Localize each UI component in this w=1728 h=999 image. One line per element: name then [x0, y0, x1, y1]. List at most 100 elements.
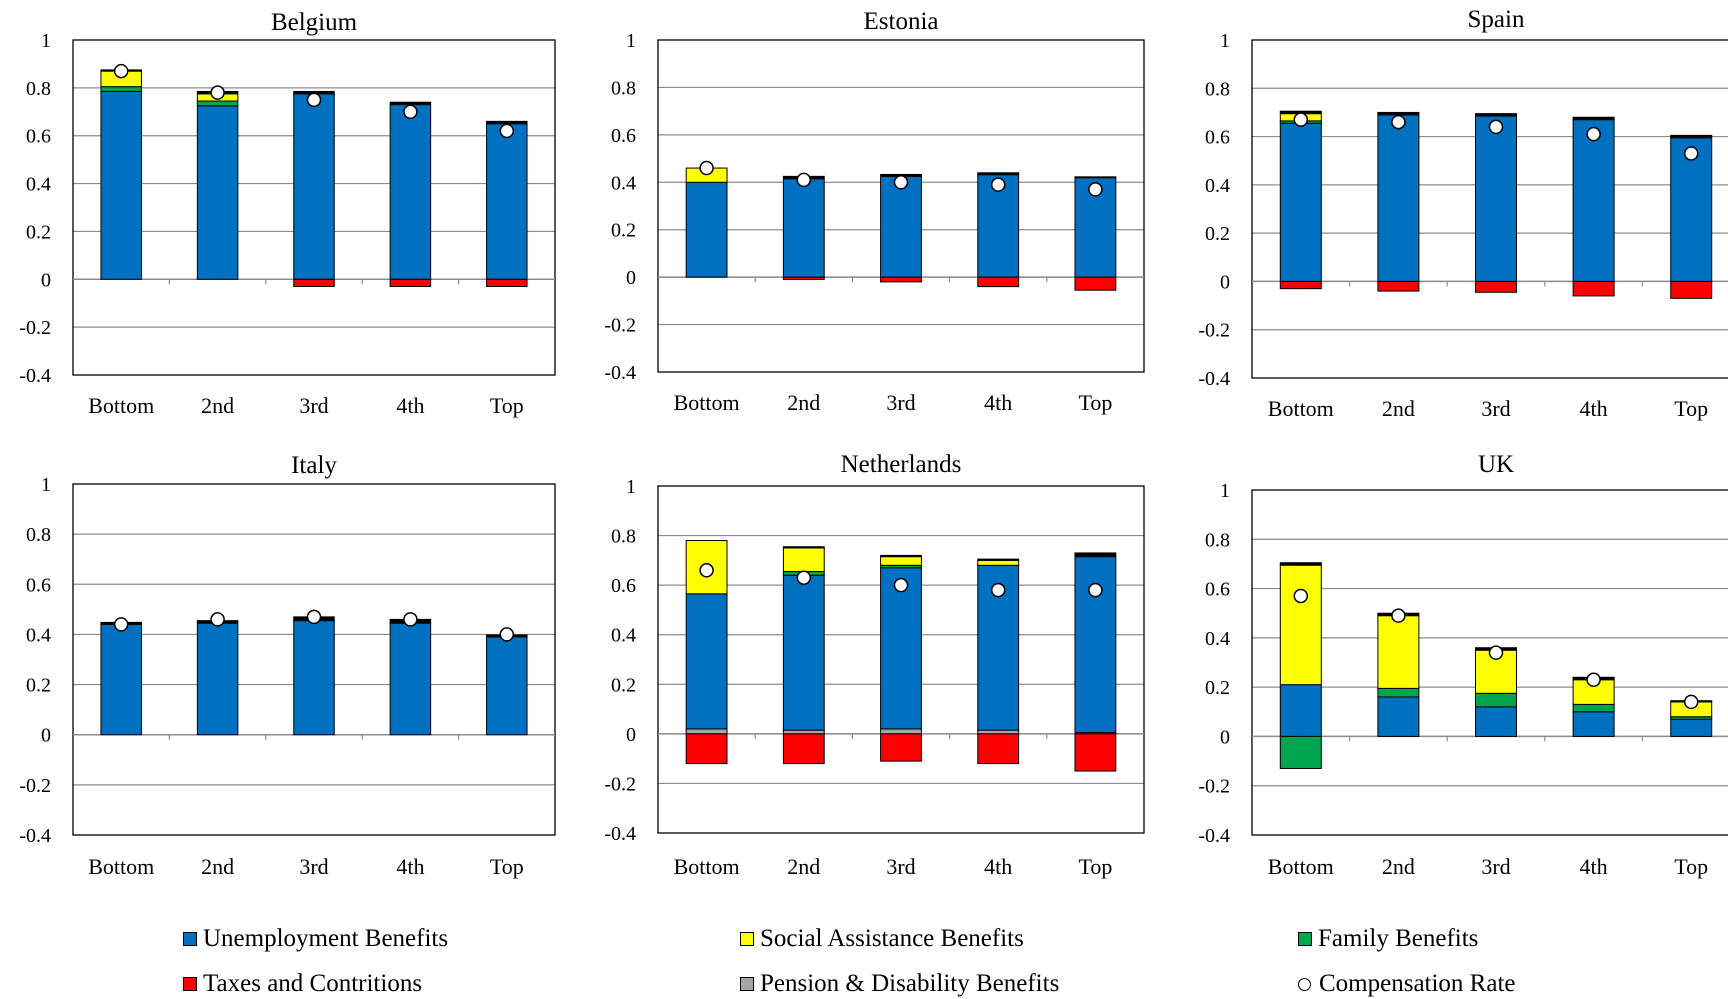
bar-segment-other — [1074, 176, 1117, 179]
x-tick-label: Top — [1674, 396, 1708, 421]
compensation-rate-point — [893, 577, 909, 593]
bar-segment-unemployment-benefits — [100, 90, 142, 280]
bar-segment-unemployment-benefits — [486, 123, 528, 280]
y-tick-label: 0.2 — [611, 674, 636, 696]
x-tick-label: 3rd — [886, 854, 915, 879]
x-tick-label: 4th — [1580, 396, 1608, 421]
y-tick-label: 0 — [1220, 271, 1230, 293]
compensation-rate-point — [1586, 672, 1601, 687]
compensation-rate-point — [210, 85, 225, 100]
compensation-rate-point — [403, 104, 418, 120]
bar-segment-pension-and-disability-benefits — [685, 728, 728, 735]
bar-segment-unemployment-benefits — [685, 593, 728, 730]
bar-segment-other — [1279, 562, 1322, 566]
compensation-rate-point — [1293, 588, 1309, 604]
plot-area — [657, 39, 1145, 373]
bar-segment-family-benefits — [1377, 687, 1420, 698]
bar-segment-family-benefits — [196, 100, 239, 107]
bar-segment-other — [1670, 134, 1713, 139]
bar-segment-social-assistance-benefits — [1377, 615, 1420, 689]
compensation-rate-point — [499, 123, 515, 139]
bar-segment-unemployment-benefits — [293, 93, 335, 280]
y-tick-label: -0.2 — [604, 773, 636, 795]
bar-segment-unemployment-benefits — [1572, 119, 1615, 282]
x-tick-label: 3rd — [1481, 854, 1510, 879]
bar-segment-social-assistance-benefits — [880, 556, 922, 566]
y-tick-label: 0.8 — [611, 77, 636, 99]
y-tick-label: -0.4 — [1198, 825, 1230, 847]
bar-segment-other — [1074, 552, 1117, 558]
x-tick-label: Top — [1078, 854, 1112, 879]
chart-title: Belgium — [271, 9, 358, 36]
bar-segment-unemployment-benefits — [1572, 711, 1615, 737]
bar-segment-unemployment-benefits — [196, 622, 239, 736]
y-tick-label: 1 — [41, 474, 51, 496]
bar-segment-unemployment-benefits — [1475, 706, 1517, 737]
compensation-rate-point — [1391, 608, 1406, 623]
bar-segment-family-benefits — [1572, 703, 1615, 713]
bar-segment-pension-and-disability-benefits — [880, 728, 922, 735]
plot-area — [1251, 489, 1728, 836]
y-tick-label: 0.6 — [611, 125, 636, 147]
x-tick-label: 2nd — [1382, 396, 1415, 421]
y-tick-label: 1 — [626, 30, 636, 52]
bar-segment-taxes-and-contritions — [1572, 280, 1615, 297]
bar-segment-taxes-and-contritions — [782, 276, 825, 281]
x-tick-label: Top — [1078, 390, 1112, 415]
x-tick-label: Top — [490, 854, 524, 879]
bar-segment-unemployment-benefits — [1670, 718, 1713, 737]
compensation-rate-point — [113, 63, 129, 79]
plot-area — [72, 483, 556, 836]
x-tick-label: 4th — [984, 854, 1012, 879]
x-tick-label: Bottom — [1268, 854, 1334, 879]
bar-segment-unemployment-benefits — [293, 620, 335, 736]
y-tick-label: -0.2 — [604, 315, 636, 337]
chart-title: Italy — [291, 452, 337, 479]
y-tick-label: 0.8 — [1205, 529, 1230, 551]
compensation-rate-point — [113, 617, 129, 632]
bar-segment-taxes-and-contritions — [880, 733, 922, 762]
y-tick-label: -0.4 — [19, 825, 51, 847]
bar-segment-unemployment-benefits — [1377, 696, 1420, 737]
bar-segment-taxes-and-contritions — [486, 278, 528, 287]
bar-segment-taxes-and-contritions — [977, 733, 1020, 765]
y-tick-label: 1 — [41, 30, 51, 52]
compensation-rate-point — [699, 160, 714, 176]
y-tick-label: -0.4 — [604, 362, 636, 384]
x-tick-label: 3rd — [299, 393, 328, 418]
y-tick-label: 0.6 — [1205, 127, 1230, 149]
bar-segment-taxes-and-contritions — [1279, 280, 1322, 290]
bar-segment-other — [486, 120, 528, 125]
bar-segment-unemployment-benefits — [100, 623, 142, 736]
bar-segment-family-benefits — [1475, 692, 1517, 708]
y-tick-label: -0.2 — [1198, 776, 1230, 798]
bar-segment-pension-and-disability-benefits — [782, 729, 825, 735]
compensation-rate-point — [990, 177, 1006, 192]
bar-segment-unemployment-benefits — [1377, 114, 1420, 282]
compensation-rate-point — [306, 92, 322, 108]
compensation-rate-point — [1683, 694, 1699, 710]
chart-panel-estonia: 1 0.8 0.6 0.4 0.2 0 -0.2 -0.4 Estonia Bottom 2nd 3r… — [604, 8, 1145, 415]
compensation-rate-point — [796, 172, 812, 188]
compensation-rate-point — [210, 612, 225, 627]
y-tick-label: -0.4 — [604, 823, 636, 845]
y-tick-label: 1 — [626, 476, 636, 498]
compensation-rate-point — [796, 570, 812, 585]
x-tick-label: 2nd — [787, 390, 820, 415]
bar-segment-unemployment-benefits — [782, 574, 825, 731]
compensation-rate-point — [1488, 645, 1504, 660]
compensation-rate-point — [1586, 126, 1601, 142]
compensation-rate-point — [893, 175, 909, 190]
x-tick-label: Top — [490, 393, 524, 418]
bar-segment-unemployment-benefits — [782, 178, 825, 278]
y-tick-label: 1 — [1220, 480, 1230, 502]
compensation-rate-point — [403, 612, 418, 627]
y-tick-label: -0.2 — [19, 317, 51, 339]
y-tick-label: 0.2 — [1205, 677, 1230, 699]
bar-segment-taxes-and-contritions — [880, 276, 922, 283]
plot-area — [657, 485, 1145, 834]
y-tick-label: 0 — [41, 725, 51, 747]
bar-segment-other — [389, 101, 432, 106]
y-tick-label: 0.2 — [26, 221, 51, 243]
x-tick-label: Bottom — [88, 854, 154, 879]
